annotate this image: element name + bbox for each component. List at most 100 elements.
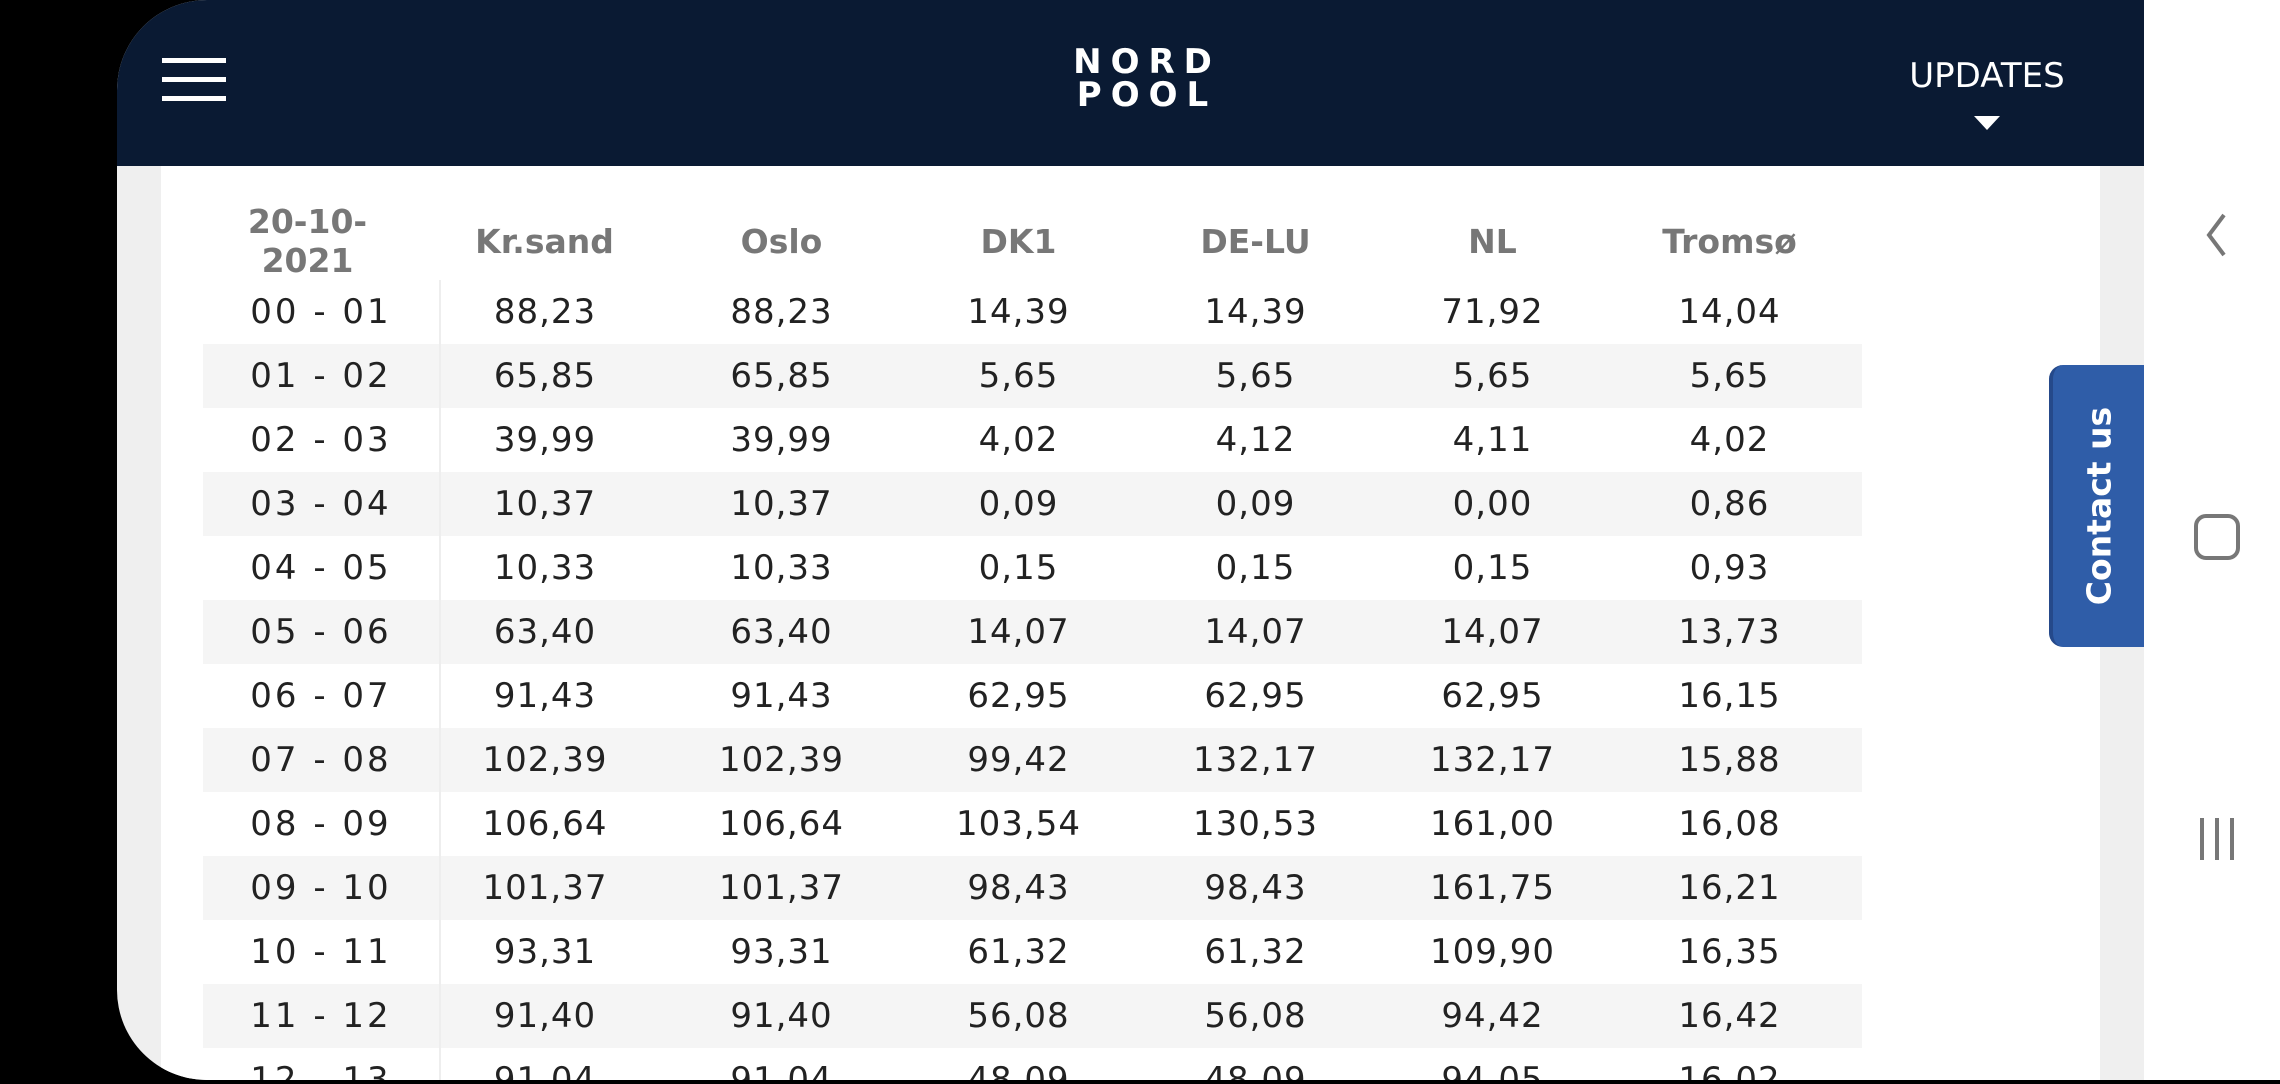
hour-cell: 07 - 08 — [203, 728, 441, 792]
price-cell: 39,99 — [493, 420, 597, 460]
nav-icons — [2194, 213, 2240, 860]
hour-cell: 06 - 07 — [203, 664, 441, 728]
price-cell: 93,31 — [493, 932, 597, 972]
price-cell: 56,08 — [1151, 984, 1388, 1048]
price-cell: 5,65 — [1388, 344, 1625, 408]
hour-cell: 08 - 09 — [203, 792, 441, 856]
price-cell: 0,15 — [1215, 548, 1296, 588]
table-row: 09 - 10 101,37 101,37 98,43 98,43 161,75 16,21 — [203, 856, 1862, 920]
price-cell: 0,86 — [1625, 472, 1862, 536]
home-button[interactable] — [2194, 514, 2240, 560]
price-cell: 91,43 — [730, 676, 833, 716]
price-cell: 61,32 — [967, 932, 1070, 972]
table-row: 03 - 04 10,37 10,37 0,09 0,09 0,00 0,86 — [203, 472, 1862, 536]
hour-cell: 09 - 10 — [203, 856, 441, 920]
price-cell: 0,09 — [914, 472, 1151, 536]
price-cell: 71,92 — [1441, 292, 1544, 332]
table-row: 06 - 07 91,43 91,43 62,95 62,95 62,95 16,15 — [203, 664, 1862, 728]
table-row: 00 - 01 88,23 88,23 14,39 14,39 71,92 14,04 — [203, 280, 1862, 344]
price-cell: 4,12 — [1215, 420, 1296, 460]
price-table: 20-10-2021 Kr.sand Oslo DK1 DE-LU NL Tromsø 00… — [203, 202, 1863, 1080]
hour-cell: 00 - 01 — [203, 280, 441, 344]
price-cell: 5,65 — [1151, 344, 1388, 408]
app: NORD POOL UPDATES 20-10-2021 Kr.sand Oslo D… — [117, 0, 2144, 1080]
price-cell: 14,07 — [914, 600, 1151, 664]
table-row: 10 - 11 93,31 93,31 61,32 61,32 109,90 16,35 — [203, 920, 1862, 984]
price-cell: 0,15 — [978, 548, 1059, 588]
price-cell: 93,31 — [730, 932, 833, 972]
price-cell: 63,40 — [440, 600, 677, 664]
price-cell: 63,40 — [677, 600, 914, 664]
contact-tab[interactable]: Contact us — [2049, 365, 2144, 647]
price-cell: 16,08 — [1678, 804, 1781, 844]
column-header: Tromsø — [1662, 221, 1797, 261]
hour-cell: 05 - 06 — [203, 600, 441, 664]
table-row: 02 - 03 39,99 39,99 4,02 4,12 4,11 4,02 — [203, 408, 1862, 472]
price-cell: 62,95 — [1204, 676, 1307, 716]
price-cell: 106,64 — [482, 804, 608, 844]
price-cell: 5,65 — [914, 344, 1151, 408]
logo[interactable]: NORD POOL — [1047, 45, 1247, 112]
price-cell: 102,39 — [440, 728, 677, 792]
price-cell: 94,42 — [1388, 984, 1625, 1048]
price-cell: 16,15 — [1678, 676, 1781, 716]
updates-menu[interactable]: UPDATES — [1909, 56, 2065, 96]
price-cell: 94,05 — [1441, 1060, 1544, 1080]
table-row: 04 - 05 10,33 10,33 0,15 0,15 0,15 0,93 — [203, 536, 1862, 600]
table-row: 12 - 13 91,04 91,04 48,09 48,09 94,05 16,02 — [203, 1048, 1862, 1080]
header-row: 20-10-2021 Kr.sand Oslo DK1 DE-LU NL Tromsø — [203, 202, 1862, 280]
menu-button[interactable] — [162, 58, 226, 101]
price-cell: 65,85 — [440, 344, 677, 408]
price-cell: 91,04 — [493, 1060, 597, 1080]
price-cell: 102,39 — [677, 728, 914, 792]
price-cell: 10,33 — [493, 548, 597, 588]
price-cell: 14,04 — [1678, 292, 1781, 332]
price-cell: 13,73 — [1625, 600, 1862, 664]
price-cell: 65,85 — [677, 344, 914, 408]
price-cell: 14,07 — [1388, 600, 1625, 664]
dropdown-arrow — [1974, 116, 2000, 130]
table-row: 05 - 06 63,40 63,40 14,07 14,07 14,07 13,73 — [203, 600, 1862, 664]
price-cell: 132,17 — [1388, 728, 1625, 792]
price-cell: 101,37 — [440, 856, 677, 920]
table-row: 07 - 08 102,39 102,39 99,42 132,17 132,17 15,8… — [203, 728, 1862, 792]
price-cell: 4,11 — [1452, 420, 1533, 460]
price-cell: 16,21 — [1625, 856, 1862, 920]
price-cell: 10,37 — [440, 472, 677, 536]
price-cell: 101,37 — [677, 856, 914, 920]
price-cell: 48,09 — [967, 1060, 1070, 1080]
price-cell: 62,95 — [967, 676, 1070, 716]
table-row: 11 - 12 91,40 91,40 56,08 56,08 94,42 16,42 — [203, 984, 1862, 1048]
hour-cell: 03 - 04 — [203, 472, 441, 536]
column-header: DE-LU — [1200, 221, 1311, 261]
contact-label: Contact us — [2079, 406, 2118, 606]
price-cell: 10,37 — [677, 472, 914, 536]
recents-button[interactable] — [2200, 818, 2234, 860]
price-cell: 91,04 — [730, 1060, 833, 1080]
price-cell: 16,02 — [1678, 1060, 1781, 1080]
column-header: 20-10-2021 — [247, 202, 368, 280]
price-cell: 4,02 — [978, 420, 1059, 460]
hour-cell: 01 - 02 — [203, 344, 441, 408]
back-button[interactable] — [2206, 213, 2226, 257]
price-cell: 106,64 — [719, 804, 844, 844]
price-cell: 0,15 — [1452, 548, 1533, 588]
column-header: NL — [1468, 221, 1517, 261]
price-cell: 0,93 — [1689, 548, 1770, 588]
price-cell: 16,35 — [1678, 932, 1781, 972]
price-cell: 62,95 — [1441, 676, 1544, 716]
price-cell: 91,40 — [677, 984, 914, 1048]
price-cell: 132,17 — [1151, 728, 1388, 792]
hour-cell: 02 - 03 — [203, 408, 441, 472]
price-cell: 99,42 — [914, 728, 1151, 792]
hour-cell: 04 - 05 — [203, 536, 441, 600]
price-cell: 14,39 — [967, 292, 1070, 332]
content-card: 20-10-2021 Kr.sand Oslo DK1 DE-LU NL Tromsø 00… — [161, 166, 2100, 1080]
price-cell: 88,23 — [493, 292, 597, 332]
price-cell: 14,07 — [1151, 600, 1388, 664]
hour-cell: 11 - 12 — [203, 984, 441, 1048]
price-cell: 10,33 — [730, 548, 833, 588]
price-cell: 61,32 — [1204, 932, 1307, 972]
price-cell: 161,00 — [1430, 804, 1555, 844]
